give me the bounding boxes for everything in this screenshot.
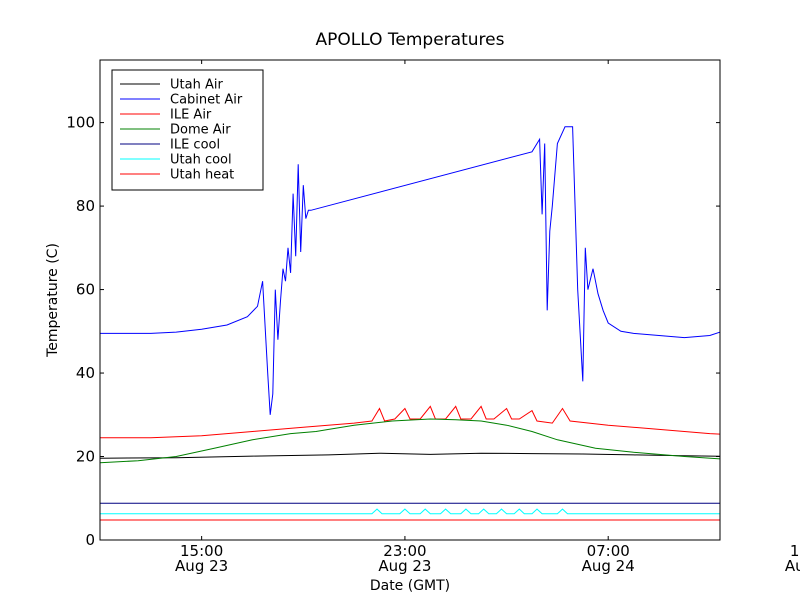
y-tick-label: 20: [76, 448, 95, 466]
legend-label: ILE cool: [170, 138, 220, 153]
legend-label: ILE Air: [170, 108, 212, 123]
series-line-ile-air: [100, 405, 720, 439]
legend-label: Utah Air: [170, 78, 223, 93]
y-tick-label: 0: [85, 531, 95, 549]
x-tick-time-label: 15:00: [790, 542, 800, 560]
x-axis-label: Date (GMT): [370, 578, 450, 594]
y-tick-label: 60: [76, 281, 95, 299]
x-tick-date-label: Aug 23: [175, 557, 228, 575]
legend-label: Utah cool: [170, 153, 232, 168]
x-tick-time-label: 15:00: [180, 542, 223, 560]
plot-area-frame: [99, 59, 721, 541]
series-layer: [100, 126, 720, 521]
x-tick-date-label: Aug 23: [378, 557, 431, 575]
x-tick-time-label: 23:00: [383, 542, 426, 560]
series-line-cabinet-air: [100, 126, 720, 415]
legend-box: [111, 69, 264, 191]
x-tick-date-label: Aug 24: [785, 557, 800, 575]
series-line-dome-air: [100, 418, 720, 464]
legend-label: Cabinet Air: [170, 93, 243, 108]
y-tick-label: 100: [66, 114, 95, 132]
y-tick-label: 40: [76, 364, 95, 382]
y-axis-label: Temperature (C): [45, 243, 61, 358]
legend-label: Utah heat: [170, 168, 234, 183]
series-line-utah-air: [100, 452, 720, 459]
legend-label: Dome Air: [170, 123, 231, 138]
x-tick-time-label: 07:00: [587, 542, 630, 560]
y-tick-label: 80: [76, 197, 95, 215]
series-line-utah-cool: [100, 508, 720, 515]
chart-title: APOLLO Temperatures: [316, 30, 505, 50]
y-axis: 0 20 40 60 80 100: [66, 114, 720, 549]
x-tick-date-label: Aug 24: [582, 557, 635, 575]
